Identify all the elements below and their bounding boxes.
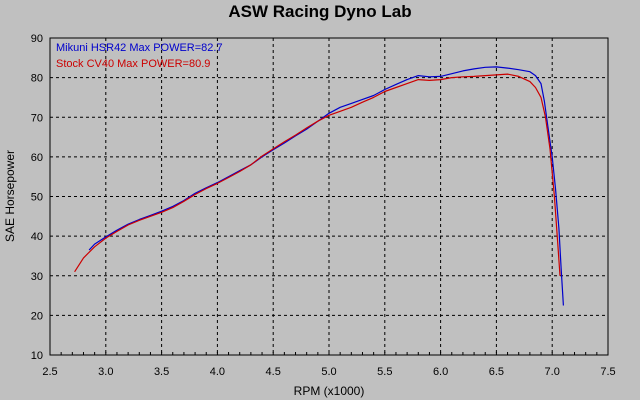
- y-tick-label: 20: [31, 310, 43, 322]
- y-tick-label: 10: [31, 350, 43, 362]
- x-tick-label: 6.0: [433, 366, 448, 378]
- grid-lines: [49, 37, 609, 356]
- x-tick-labels: 2.5 3.0 3.5 4.0 4.5 5.0 5.5 6.0 6.5 7.0 7.5: [42, 366, 615, 378]
- x-tick-label: 5.0: [321, 366, 336, 378]
- legend: Mikuni HSR42 Max POWER=82.7 Stock CV40 Ma…: [56, 42, 223, 70]
- y-axis-label: SAE Horsepower: [3, 150, 17, 242]
- x-axis-label: RPM (x1000): [294, 384, 365, 398]
- y-tick-label: 60: [31, 152, 43, 164]
- y-tick-label: 70: [31, 112, 43, 124]
- series-line-0: [88, 66, 564, 306]
- x-tick-label: 7.0: [545, 366, 560, 378]
- series-line-1: [74, 73, 561, 276]
- y-tick-label: 90: [31, 33, 43, 45]
- x-tick-label: 3.0: [98, 366, 113, 378]
- chart-title: ASW Racing Dyno Lab: [228, 2, 411, 21]
- series-lines: [74, 66, 564, 306]
- y-tick-label: 50: [31, 192, 43, 204]
- plot-frame: [49, 37, 609, 356]
- y-tick-labels: 10 20 30 40 50 60 70 80 90: [31, 33, 43, 362]
- x-tick-label: 4.0: [210, 366, 225, 378]
- legend-entry-1: Stock CV40 Max POWER=80.9: [56, 58, 210, 70]
- x-tick-label: 3.5: [154, 366, 169, 378]
- x-tick-label: 2.5: [42, 366, 57, 378]
- x-tick-label: 7.5: [600, 366, 615, 378]
- x-tick-label: 4.5: [266, 366, 281, 378]
- y-tick-label: 80: [31, 73, 43, 85]
- x-tick-label: 6.5: [489, 366, 504, 378]
- x-tick-label: 5.5: [377, 366, 392, 378]
- y-tick-label: 30: [31, 271, 43, 283]
- y-tick-label: 40: [31, 231, 43, 243]
- legend-entry-0: Mikuni HSR42 Max POWER=82.7: [56, 42, 223, 54]
